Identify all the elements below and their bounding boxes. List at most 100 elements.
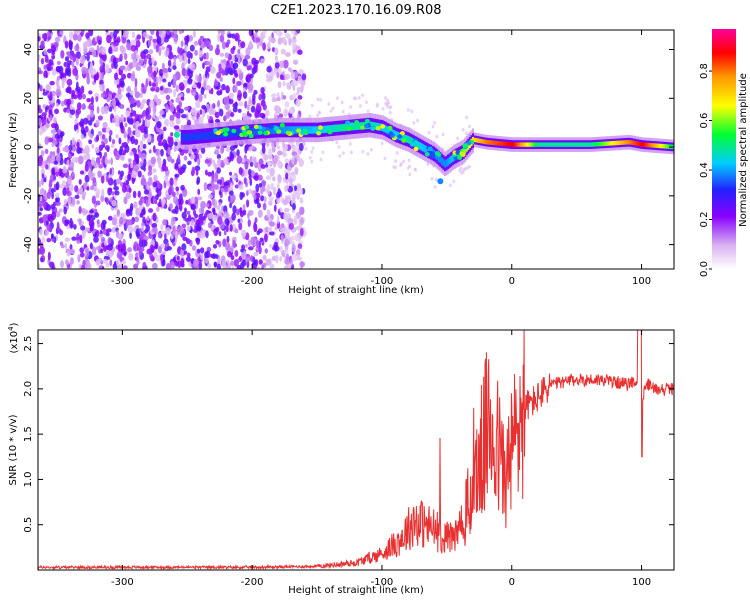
noise-speck (190, 107, 197, 116)
noise-speck (221, 260, 227, 268)
noise-speck (255, 37, 261, 43)
noise-speck (105, 197, 110, 205)
noise-speck (42, 88, 46, 93)
noise-speck (138, 238, 143, 248)
ridge-core (199, 132, 202, 140)
noise-speck (296, 193, 301, 200)
noise-speck (104, 144, 110, 151)
noise-speck (84, 163, 89, 172)
noise-speck (133, 201, 138, 209)
noise-speck (165, 94, 171, 101)
ridge-blob (241, 131, 247, 136)
noise-speck (277, 174, 282, 184)
noise-speck (230, 174, 237, 179)
noise-speck (44, 136, 49, 145)
ridge-core (539, 142, 542, 147)
noise-speck (108, 93, 113, 101)
noise-speck (107, 177, 114, 186)
noise-speck (184, 207, 187, 213)
noise-speck (321, 150, 325, 154)
noise-speck (50, 233, 54, 240)
noise-speck (169, 120, 175, 128)
noise-speck (88, 90, 93, 95)
noise-speck (229, 145, 235, 152)
noise-speck (208, 89, 212, 94)
noise-speck (170, 234, 174, 240)
noise-speck (165, 47, 170, 57)
noise-speck (111, 117, 116, 123)
ridge-core (526, 142, 529, 147)
noise-speck (63, 198, 68, 205)
noise-speck (267, 41, 271, 46)
ridge-core (227, 129, 230, 138)
noise-speck (276, 71, 280, 79)
noise-speck (49, 174, 55, 183)
ridge-core (531, 142, 534, 147)
ridge-core (456, 151, 459, 159)
noise-speck (181, 223, 187, 229)
noise-speck (101, 157, 106, 166)
noise-speck (73, 223, 77, 230)
noise-speck (264, 248, 268, 254)
noise-speck (94, 212, 100, 218)
ridge-core (271, 126, 274, 135)
noise-speck (249, 178, 253, 186)
noise-speck (258, 41, 264, 47)
noise-speck (237, 89, 242, 95)
noise-speck (226, 39, 231, 45)
noise-speck (395, 151, 399, 155)
noise-speck (361, 93, 364, 98)
noise-speck (225, 224, 229, 233)
noise-speck (229, 224, 233, 232)
ridge-core (546, 142, 549, 147)
noise-speck (298, 158, 304, 167)
ridge-core (202, 132, 205, 140)
noise-speck (468, 124, 471, 129)
noise-speck (185, 256, 192, 262)
noise-speck (282, 95, 287, 100)
noise-speck (46, 224, 53, 232)
ridge-core (588, 142, 591, 147)
ridge-core (201, 132, 204, 140)
noise-speck (69, 257, 75, 265)
noise-speck (147, 65, 153, 74)
ridge-core (542, 142, 545, 147)
noise-speck (127, 173, 132, 182)
noise-speck (294, 166, 299, 176)
noise-speck (115, 119, 120, 128)
noise-speck (137, 190, 141, 198)
ridge-core (486, 140, 489, 145)
noise-speck (147, 76, 152, 82)
noise-speck (203, 52, 207, 60)
noise-speck (174, 260, 179, 267)
noise-speck (79, 170, 85, 175)
noise-speck (247, 99, 253, 107)
noise-speck (86, 186, 90, 191)
noise-speck (384, 101, 388, 106)
noise-speck (186, 225, 191, 232)
noise-speck (121, 142, 125, 148)
ridge-core (643, 142, 646, 147)
y-tick-label: 40 (23, 43, 34, 56)
colorbar-tick-label: 0.6 (699, 113, 710, 129)
noise-speck (159, 110, 165, 115)
noise-speck (209, 57, 214, 66)
noise-speck (79, 55, 86, 64)
noise-speck (152, 181, 158, 188)
noise-speck (101, 219, 107, 226)
noise-speck (262, 30, 267, 35)
noise-speck (167, 146, 171, 156)
noise-speck (141, 174, 145, 181)
ridge-core (447, 158, 450, 166)
noise-speck (200, 200, 206, 209)
noise-speck (340, 100, 344, 105)
ridge-core (514, 142, 517, 147)
noise-speck (176, 190, 179, 196)
noise-speck (236, 53, 241, 59)
noise-speck (311, 146, 315, 151)
noise-speck (241, 252, 245, 259)
noise-speck (213, 184, 219, 190)
noise-speck (46, 30, 50, 37)
